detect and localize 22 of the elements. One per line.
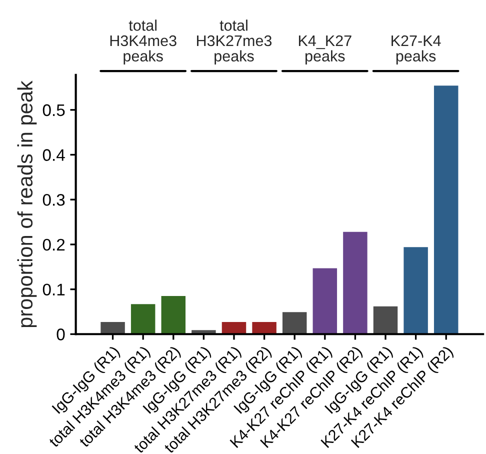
bar [130,304,156,334]
text: total H3K4me3 peaks [110,20,176,65]
text: K4_K27 peaks [298,35,352,65]
bar [434,86,458,334]
bar [161,296,186,334]
y-tick-label: 0.1 [42,284,65,296]
y-tick-label: 0.2 [42,238,65,251]
text: total H3K27me3 peaks [197,20,272,65]
y-tick-label: 0 [56,328,65,340]
y-tick-label: 0.5 [42,104,65,116]
bar [100,322,125,334]
bar [282,312,307,334]
bar [312,268,338,334]
bar [373,306,398,334]
bar [343,232,368,334]
bar [222,322,246,334]
bar [252,322,276,334]
y-axis-title: proportion of reads in peak [17,80,37,328]
text: K27-K4 peaks [392,35,441,65]
bar [404,247,428,334]
y-tick-label: 0.4 [42,149,65,161]
y-tick-label: 0.3 [42,194,65,206]
